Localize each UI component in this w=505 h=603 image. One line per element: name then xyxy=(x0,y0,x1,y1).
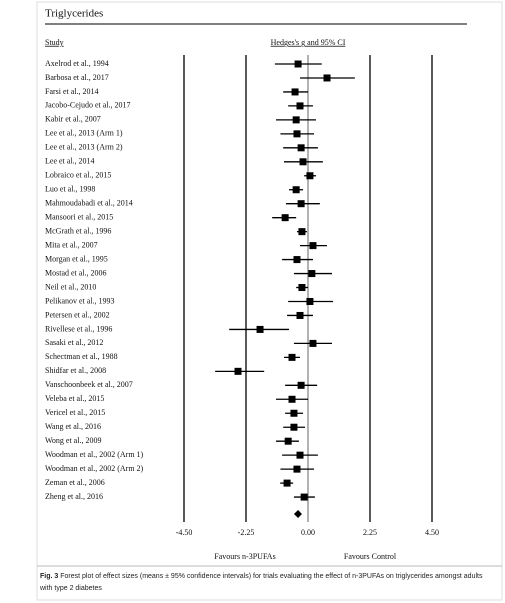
study-label: Neil et al., 2010 xyxy=(45,282,96,291)
study-label: Petersen et al., 2002 xyxy=(45,310,110,319)
estimate xyxy=(297,144,305,152)
estimate xyxy=(297,200,305,208)
x-tick-label: -2.25 xyxy=(238,528,255,537)
estimate xyxy=(292,116,300,124)
caption-text: Forest plot of effect sizes (means ± 95%… xyxy=(60,573,483,580)
study-label: Shidfar et al., 2008 xyxy=(45,366,106,375)
estimate xyxy=(296,102,304,110)
estimate xyxy=(291,88,299,96)
estimate xyxy=(299,158,307,166)
estimate xyxy=(288,353,296,361)
estimate xyxy=(294,60,302,68)
study-label: Lee et al., 2013 (Arm 2) xyxy=(45,143,123,152)
study-label: Woodman et al., 2002 (Arm 2) xyxy=(45,464,144,473)
estimate xyxy=(293,465,301,473)
study-label: Rivellese et al., 1996 xyxy=(45,324,112,333)
caption-text-2: with type 2 diabetes xyxy=(39,585,102,592)
study-label: Jacobo-Cejudo et al., 2017 xyxy=(45,101,131,110)
study-label: Wong et al., 2009 xyxy=(45,436,101,445)
estimate xyxy=(293,130,301,138)
study-label: Barbosa et al., 2017 xyxy=(45,73,109,82)
study-label: Zheng et al., 2016 xyxy=(45,492,103,501)
estimate xyxy=(292,186,300,194)
study-label: Lobraico et al., 2015 xyxy=(45,171,111,180)
study-label: Veleba et al., 2015 xyxy=(45,394,104,403)
frame xyxy=(36,1,503,601)
estimate xyxy=(309,242,317,250)
estimate xyxy=(283,479,291,487)
estimate xyxy=(290,423,298,431)
study-label: Pelikanov et al., 1993 xyxy=(45,296,115,305)
caption-label: Fig. 3 xyxy=(40,573,58,580)
left-label: Favours n-3PUFAs xyxy=(214,552,275,561)
estimate xyxy=(281,214,289,222)
study-label: Sasaki et al., 2012 xyxy=(45,338,103,347)
estimate xyxy=(293,256,301,264)
summary-diamond xyxy=(293,510,302,519)
estimate xyxy=(256,325,264,333)
study-label: Morgan et al., 1995 xyxy=(45,254,108,263)
study-header: Study xyxy=(45,38,64,47)
x-tick-label: 0.00 xyxy=(301,528,315,537)
study-label: Mostad et al., 2006 xyxy=(45,268,107,277)
study-label: Vericel et al., 2015 xyxy=(45,408,105,417)
estimate xyxy=(309,339,317,347)
estimate xyxy=(296,311,304,319)
study-label: Schectman et al., 1988 xyxy=(45,352,118,361)
study-label: Mansoori et al., 2015 xyxy=(45,212,113,221)
study-label: Farsi et al., 2014 xyxy=(45,87,99,96)
right-label: Favours Control xyxy=(344,552,397,561)
x-tick-label: 4.50 xyxy=(425,528,439,537)
study-label: McGrath et al., 1996 xyxy=(45,226,111,235)
estimate xyxy=(234,367,242,375)
chart-title: Triglycerides xyxy=(45,8,103,20)
x-tick-label: 2.25 xyxy=(363,528,377,537)
estimate xyxy=(290,409,298,417)
study-label: Lee et al., 2013 (Arm 1) xyxy=(45,129,123,138)
study-label: Wang et al., 2016 xyxy=(45,422,101,431)
estimate xyxy=(298,284,306,292)
x-tick-label: -4.50 xyxy=(176,528,193,537)
estimate xyxy=(297,381,305,389)
estimate xyxy=(288,395,296,403)
estimate xyxy=(296,451,304,459)
estimate xyxy=(300,493,308,501)
study-label: Luo et al., 1998 xyxy=(45,185,95,194)
study-label: Mita et al., 2007 xyxy=(45,240,98,249)
estimate xyxy=(306,172,314,180)
study-label: Lee et al., 2014 xyxy=(45,157,95,166)
effect-header: Hedges's g and 95% CI xyxy=(271,38,346,47)
study-label: Mahmoudabadi et al., 2014 xyxy=(45,199,133,208)
estimate xyxy=(308,270,316,278)
study-label: Axelrod et al., 1994 xyxy=(45,59,109,68)
study-label: Woodman et al., 2002 (Arm 1) xyxy=(45,450,144,459)
estimate xyxy=(298,228,306,236)
caption: Fig. 3 Forest plot of effect sizes (mean… xyxy=(40,573,483,580)
study-label: Kabir et al., 2007 xyxy=(45,115,101,124)
study-label: Vanschoonbeek et al., 2007 xyxy=(45,380,133,389)
estimate xyxy=(306,297,314,305)
estimate xyxy=(323,74,331,82)
estimate xyxy=(284,437,292,445)
study-label: Zeman et al., 2006 xyxy=(45,478,105,487)
